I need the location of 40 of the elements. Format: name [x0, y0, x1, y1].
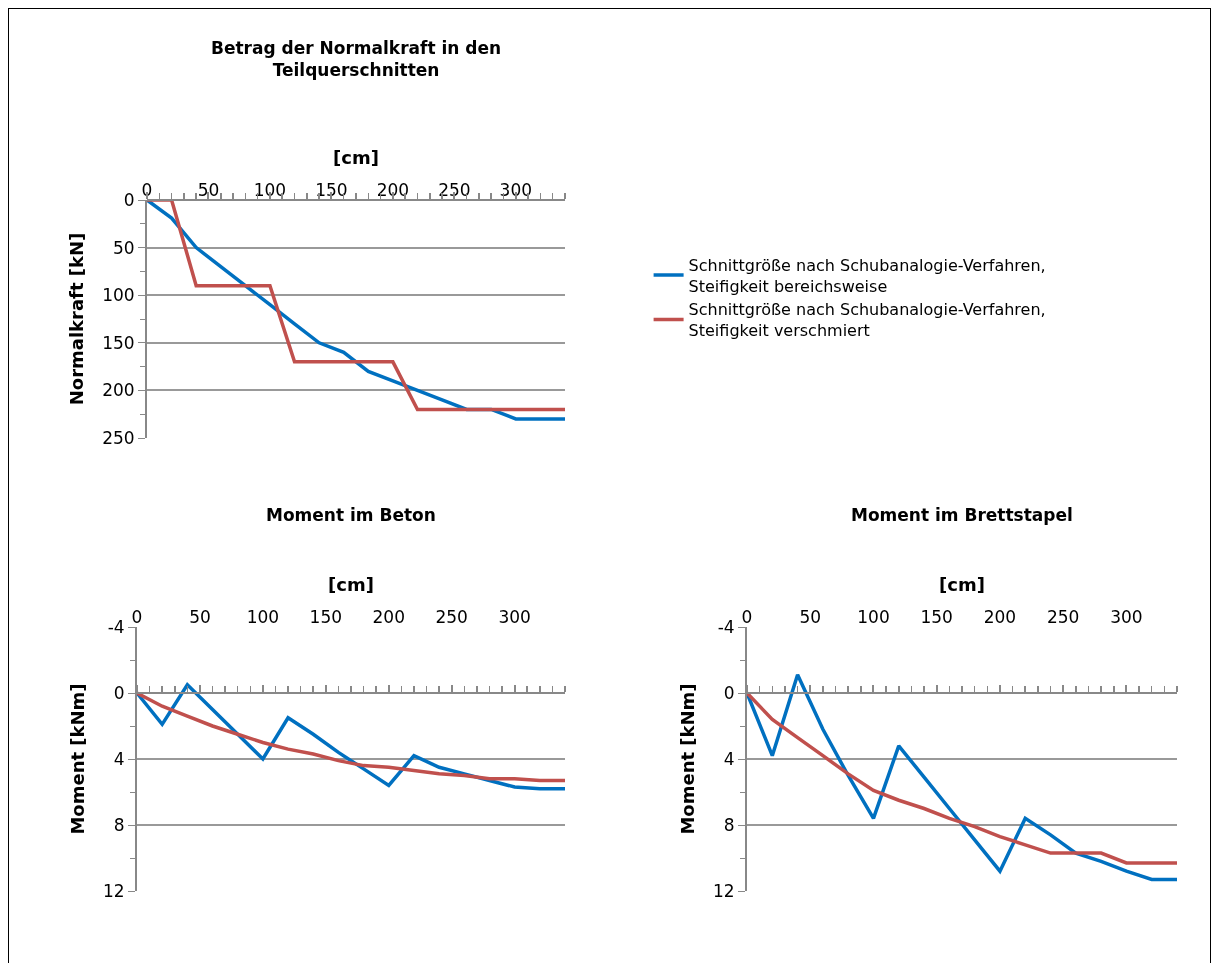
- x-tick-label: 100: [246, 606, 280, 627]
- x-tick-label: 300: [1110, 606, 1143, 627]
- y-tick-label: 8: [113, 814, 125, 835]
- y-tick-label: -4: [717, 616, 735, 637]
- x-tick-label: 250: [1046, 606, 1080, 627]
- x-tick-label: 0: [741, 606, 753, 627]
- y-tick-label: 4: [723, 748, 735, 769]
- x-tick-label: 300: [498, 606, 531, 627]
- x-axis-title: [cm]: [333, 146, 379, 168]
- legend-label: Schnittgröße nach Schubanalogie-Verfahren, Steifigkeit verschmiert: [688, 300, 1046, 341]
- x-tick-label: 100: [857, 606, 890, 627]
- y-tick-label: 4: [113, 748, 125, 769]
- x-tick-label: 200: [372, 606, 405, 627]
- y-tick-label: 250: [102, 427, 135, 448]
- x-axis-title: [cm]: [939, 573, 985, 595]
- chart-title: Moment im Brettstapel: [851, 505, 1073, 525]
- x-tick-label: 150: [920, 606, 953, 627]
- y-tick-label: 50: [112, 237, 135, 258]
- legend-label: Schnittgröße nach Schubanalogie-Verfahren, Steifigkeit bereichsweise: [688, 255, 1046, 296]
- y-tick-label: 100: [102, 285, 135, 306]
- chart-title: Moment im Beton: [266, 505, 436, 525]
- chart-title: Betrag der Normalkraft in den Teilquerschnitten: [211, 38, 502, 81]
- x-tick-label: 50: [197, 179, 220, 200]
- x-axis-title: [cm]: [328, 573, 374, 595]
- y-tick-label: 12: [712, 880, 735, 901]
- y-tick-label: 200: [102, 380, 135, 401]
- y-axis-title: Normalkraft [kN]: [65, 232, 87, 406]
- x-tick-label: 50: [799, 606, 822, 627]
- y-axis-title: Moment [kNm]: [676, 683, 698, 835]
- y-tick-label: 0: [113, 682, 125, 703]
- y-axis-title: Moment [kNm]: [66, 683, 88, 835]
- y-tick-label: 0: [723, 682, 735, 703]
- y-tick-label: 150: [102, 332, 135, 353]
- y-tick-label: 8: [723, 814, 735, 835]
- x-tick-label: 250: [435, 606, 468, 627]
- x-tick-label: 150: [309, 606, 343, 627]
- y-tick-label: -4: [107, 616, 125, 637]
- x-tick-label: 50: [189, 606, 211, 627]
- x-tick-label: 200: [983, 606, 1017, 627]
- y-tick-label: 12: [102, 880, 125, 901]
